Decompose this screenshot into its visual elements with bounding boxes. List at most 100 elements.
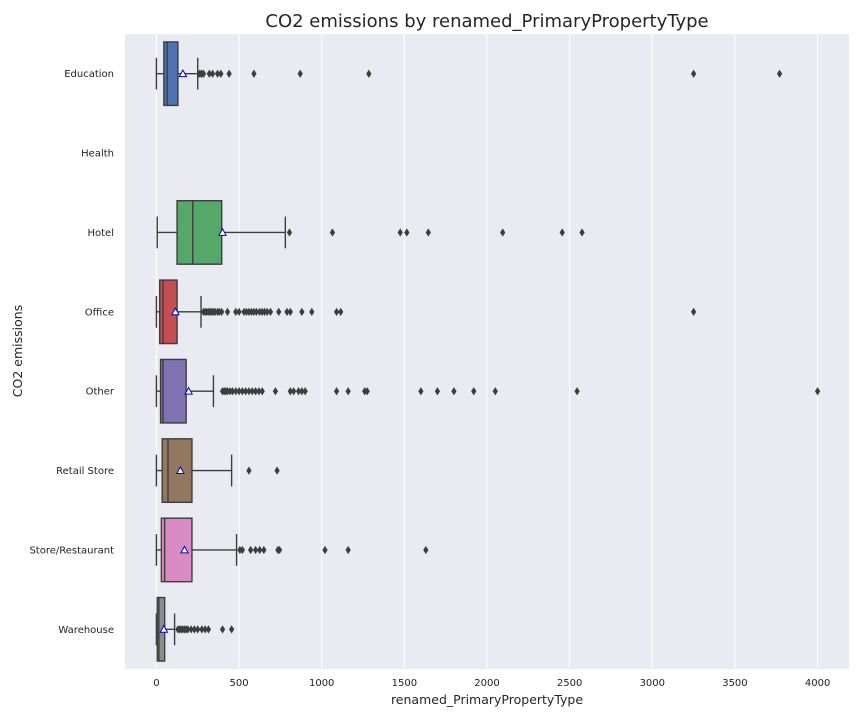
mean-marker <box>175 465 185 474</box>
mean-marker <box>218 227 227 236</box>
x-tick-label: 3000 <box>640 678 665 689</box>
outlier-point <box>290 387 297 396</box>
box-group <box>155 358 821 424</box>
outlier-point <box>284 307 290 316</box>
category-label: Retail Store <box>56 466 114 477</box>
category-label: Warehouse <box>58 625 114 636</box>
category-label: Other <box>86 387 115 398</box>
category-label: Office <box>85 307 114 318</box>
outlier-point <box>202 625 208 634</box>
mean-marker <box>178 69 188 78</box>
outlier-point <box>322 545 328 555</box>
outlier-point <box>185 625 191 634</box>
box-group <box>155 596 235 662</box>
outlier-point <box>272 387 279 396</box>
outlier-point <box>206 69 212 78</box>
x-tick-label: 1000 <box>309 678 334 689</box>
outlier-point <box>492 387 498 396</box>
box-group <box>155 279 697 345</box>
outlier-point <box>199 625 205 634</box>
outlier-point <box>229 387 236 396</box>
outlier-point <box>226 69 232 78</box>
outlier-point <box>249 387 255 396</box>
outlier-point <box>200 69 207 78</box>
outlier-point <box>287 387 293 396</box>
mean-marker <box>159 624 169 633</box>
grid-lines <box>155 34 819 669</box>
outlier-point <box>252 545 259 555</box>
outlier-point <box>333 307 340 316</box>
category-labels: Education Health Hotel Office Other Retail St… <box>29 69 114 636</box>
outlier-point <box>776 69 783 78</box>
outlier-point <box>195 625 201 634</box>
outlier-point <box>218 69 224 78</box>
outlier-point <box>423 545 429 555</box>
outlier-point <box>214 69 221 78</box>
x-tick-labels: 0 500 1000 1500 2000 2500 3000 3500 4000 <box>153 678 830 689</box>
outlier-point <box>257 545 263 555</box>
outlier-point <box>366 69 372 78</box>
outlier-point <box>243 387 249 396</box>
outlier-point <box>253 307 260 316</box>
outlier-point <box>451 387 457 396</box>
box <box>160 517 193 583</box>
outlier-point <box>500 228 506 237</box>
outlier-point <box>251 69 257 78</box>
outlier-point <box>267 307 274 316</box>
box-group <box>156 199 585 265</box>
outlier-point <box>345 545 351 555</box>
outlier-point <box>256 387 262 396</box>
y-axis-title: CO2 emissions <box>10 305 25 397</box>
outlier-point <box>276 545 283 555</box>
outlier-point <box>239 387 246 396</box>
category-label: Education <box>64 69 114 80</box>
outlier-point <box>559 228 565 237</box>
x-tick-label: 2000 <box>474 678 499 689</box>
outlier-point <box>425 228 431 237</box>
mean-marker <box>170 307 180 316</box>
outlier-point <box>345 387 351 396</box>
box-layer <box>155 41 821 662</box>
outlier-point <box>814 387 821 396</box>
outlier-point <box>209 69 216 78</box>
outlier-point <box>404 228 410 237</box>
outlier-point <box>299 387 305 396</box>
outlier-point <box>690 69 697 78</box>
outlier-point <box>224 307 231 316</box>
box <box>163 41 179 107</box>
outlier-point <box>261 545 267 555</box>
box-group <box>155 438 280 504</box>
mean-marker <box>184 386 194 395</box>
outlier-point <box>264 307 270 316</box>
x-tick-label: 500 <box>230 678 249 689</box>
outlier-point <box>297 69 303 78</box>
outlier-point <box>299 307 305 316</box>
outlier-point <box>574 387 580 396</box>
outlier-point <box>246 466 252 475</box>
outlier-point <box>471 387 477 396</box>
outlier-point <box>329 228 336 237</box>
outlier-point <box>246 387 252 396</box>
outlier-point <box>302 387 308 396</box>
outlier-point <box>338 307 344 316</box>
outlier-point <box>233 307 239 316</box>
x-tick-label: 3500 <box>722 678 747 689</box>
outlier-point <box>286 228 293 237</box>
x-tick-label: 1500 <box>392 678 417 689</box>
outlier-point <box>252 387 259 396</box>
outlier-point <box>418 387 424 396</box>
box <box>159 358 187 424</box>
category-label: Health <box>81 149 114 160</box>
outlier-point <box>219 307 225 316</box>
outlier-point <box>228 625 235 634</box>
outlier-point <box>274 466 280 475</box>
outlier-point <box>239 545 246 555</box>
outlier-point <box>188 625 194 634</box>
outlier-point <box>247 545 254 555</box>
box-group <box>155 517 429 583</box>
x-tick-label: 2500 <box>557 678 582 689</box>
box-group <box>155 41 783 107</box>
category-label: Store/Restaurant <box>29 545 114 556</box>
x-axis-title: renamed_PrimaryPropertyType <box>391 692 583 707</box>
outlier-point <box>364 387 370 396</box>
